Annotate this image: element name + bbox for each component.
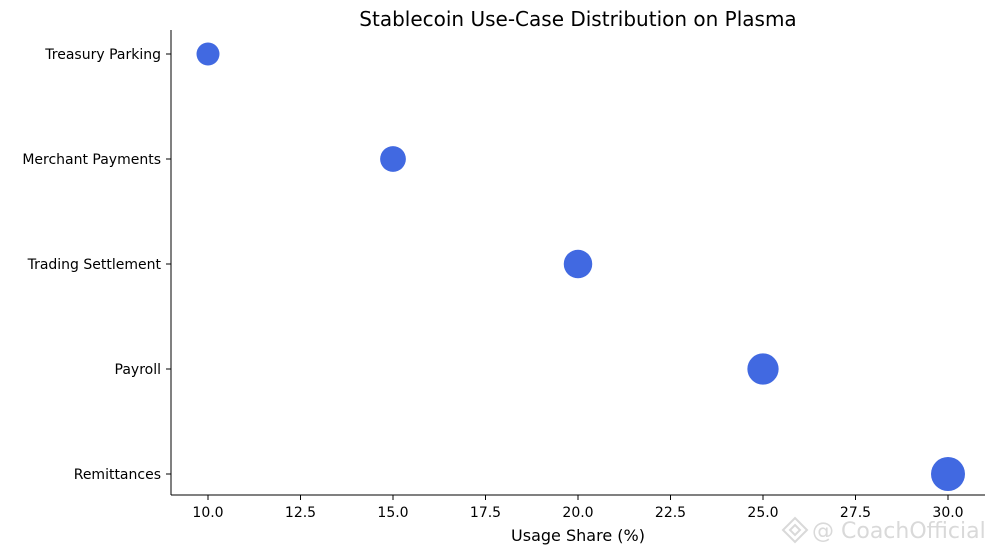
- x-tick-label: 15.0: [377, 505, 408, 521]
- y-tick-label: Merchant Payments: [22, 152, 161, 168]
- data-point: [563, 249, 593, 279]
- x-tick-label: 27.5: [840, 505, 871, 521]
- x-tick-label: 12.5: [285, 505, 316, 521]
- y-tick-label: Payroll: [115, 362, 161, 378]
- chart-title: Stablecoin Use-Case Distribution on Plas…: [359, 7, 796, 31]
- data-point: [931, 457, 965, 491]
- data-point: [747, 353, 779, 385]
- x-axis-label: Usage Share (%): [511, 526, 645, 545]
- x-tick-label: 30.0: [932, 505, 963, 521]
- x-tick-label: 20.0: [562, 505, 593, 521]
- x-tick-label: 22.5: [655, 505, 686, 521]
- data-point: [380, 146, 406, 172]
- y-tick-label: Remittances: [74, 467, 161, 483]
- watermark-logo-icon: [781, 516, 809, 544]
- x-tick-label: 10.0: [192, 505, 223, 521]
- x-tick-label: 25.0: [747, 505, 778, 521]
- x-tick-label: 17.5: [470, 505, 501, 521]
- data-points: [196, 42, 965, 491]
- x-axis-ticks: 10.0 12.5 15.0 17.5 20.0 22.5 25.0 27.5 30.0: [192, 495, 964, 521]
- watermark: @ CoachOfficial: [781, 516, 986, 544]
- y-tick-label: Treasury Parking: [44, 47, 161, 63]
- watermark-text: @ CoachOfficial: [812, 519, 986, 544]
- y-axis-ticks: Treasury Parking Merchant Payments Trading…: [22, 47, 171, 483]
- data-point: [196, 42, 220, 66]
- y-tick-label: Trading Settlement: [27, 257, 162, 273]
